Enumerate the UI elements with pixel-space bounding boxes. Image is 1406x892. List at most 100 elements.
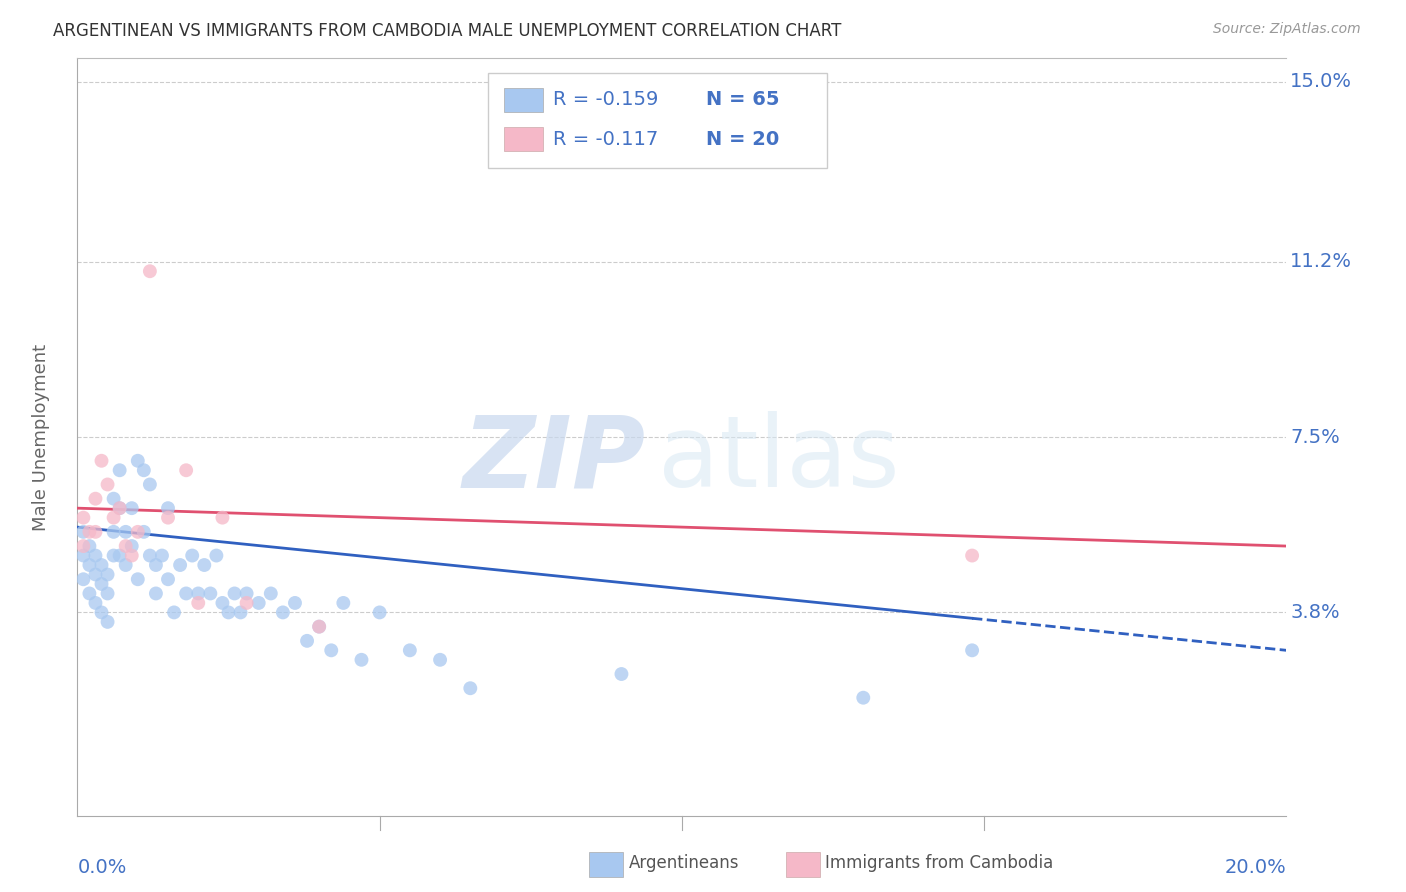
Point [84,549,107,563]
Text: Argentineans: Argentineans [628,855,740,872]
Point [121,539,143,553]
Point [350,653,373,667]
Point [114,539,136,553]
Point [79,539,101,553]
Point [610,667,633,681]
Point [139,549,162,563]
Point [229,606,252,620]
Point [121,549,143,563]
Point [79,524,101,539]
Point [321,643,343,657]
Point [96,567,118,582]
Point [163,606,186,620]
Point [174,463,197,477]
Text: R = -0.159: R = -0.159 [553,90,658,109]
Text: Immigrants from Cambodia: Immigrants from Cambodia [825,855,1053,872]
Point [145,558,167,572]
Point [224,586,246,600]
Point [368,606,391,620]
Point [114,558,136,572]
Point [90,606,112,620]
Point [150,549,173,563]
Point [157,572,180,586]
Text: 7.5%: 7.5% [1291,427,1340,447]
Point [332,596,354,610]
Point [211,510,233,524]
Point [72,539,94,553]
Text: R = -0.117: R = -0.117 [553,129,658,149]
Text: 20.0%: 20.0% [1225,858,1286,877]
Point [72,572,94,586]
Point [108,501,131,516]
FancyBboxPatch shape [505,87,543,112]
Point [157,501,180,516]
Point [132,524,155,539]
Point [295,633,318,648]
Point [114,524,136,539]
Point [84,491,107,506]
Point [103,524,125,539]
Point [127,524,149,539]
Point [103,510,125,524]
Point [458,681,481,696]
Point [90,577,112,591]
Point [127,454,149,468]
Point [235,586,257,600]
Point [308,619,330,633]
Point [852,690,875,705]
Point [247,596,270,610]
Point [72,510,94,524]
Text: ARGENTINEAN VS IMMIGRANTS FROM CAMBODIA MALE UNEMPLOYMENT CORRELATION CHART: ARGENTINEAN VS IMMIGRANTS FROM CAMBODIA … [53,22,842,40]
Point [90,454,112,468]
FancyBboxPatch shape [488,73,827,168]
Point [399,643,422,657]
Point [200,586,222,600]
Point [108,549,131,563]
Point [181,549,204,563]
FancyBboxPatch shape [505,127,543,152]
Text: N = 20: N = 20 [706,129,779,149]
Point [84,567,107,582]
Point [157,510,180,524]
Point [193,558,215,572]
Point [271,606,294,620]
Text: Source: ZipAtlas.com: Source: ZipAtlas.com [1213,22,1361,37]
Point [235,596,257,610]
Point [127,572,149,586]
Text: N = 65: N = 65 [706,90,779,109]
Point [429,653,451,667]
Point [79,586,101,600]
Text: ZIP: ZIP [463,411,645,508]
Point [96,477,118,491]
Point [205,549,228,563]
Point [108,501,131,516]
Point [84,596,107,610]
Point [211,596,233,610]
Point [218,606,240,620]
Text: atlas: atlas [658,411,900,508]
Point [96,586,118,600]
Point [960,549,983,563]
Point [187,586,209,600]
Point [96,615,118,629]
Text: 0.0%: 0.0% [77,858,127,877]
Point [103,491,125,506]
Point [132,463,155,477]
Text: 11.2%: 11.2% [1291,252,1353,271]
Point [169,558,191,572]
Point [108,463,131,477]
Point [960,643,983,657]
Point [308,619,330,633]
Point [84,524,107,539]
Point [174,586,197,600]
Text: Male Unemployment: Male Unemployment [32,343,51,531]
Point [139,264,162,278]
Point [187,596,209,610]
Point [139,477,162,491]
Point [90,558,112,572]
Point [145,586,167,600]
Point [284,596,307,610]
Point [103,549,125,563]
Point [79,558,101,572]
Text: 15.0%: 15.0% [1291,72,1353,91]
